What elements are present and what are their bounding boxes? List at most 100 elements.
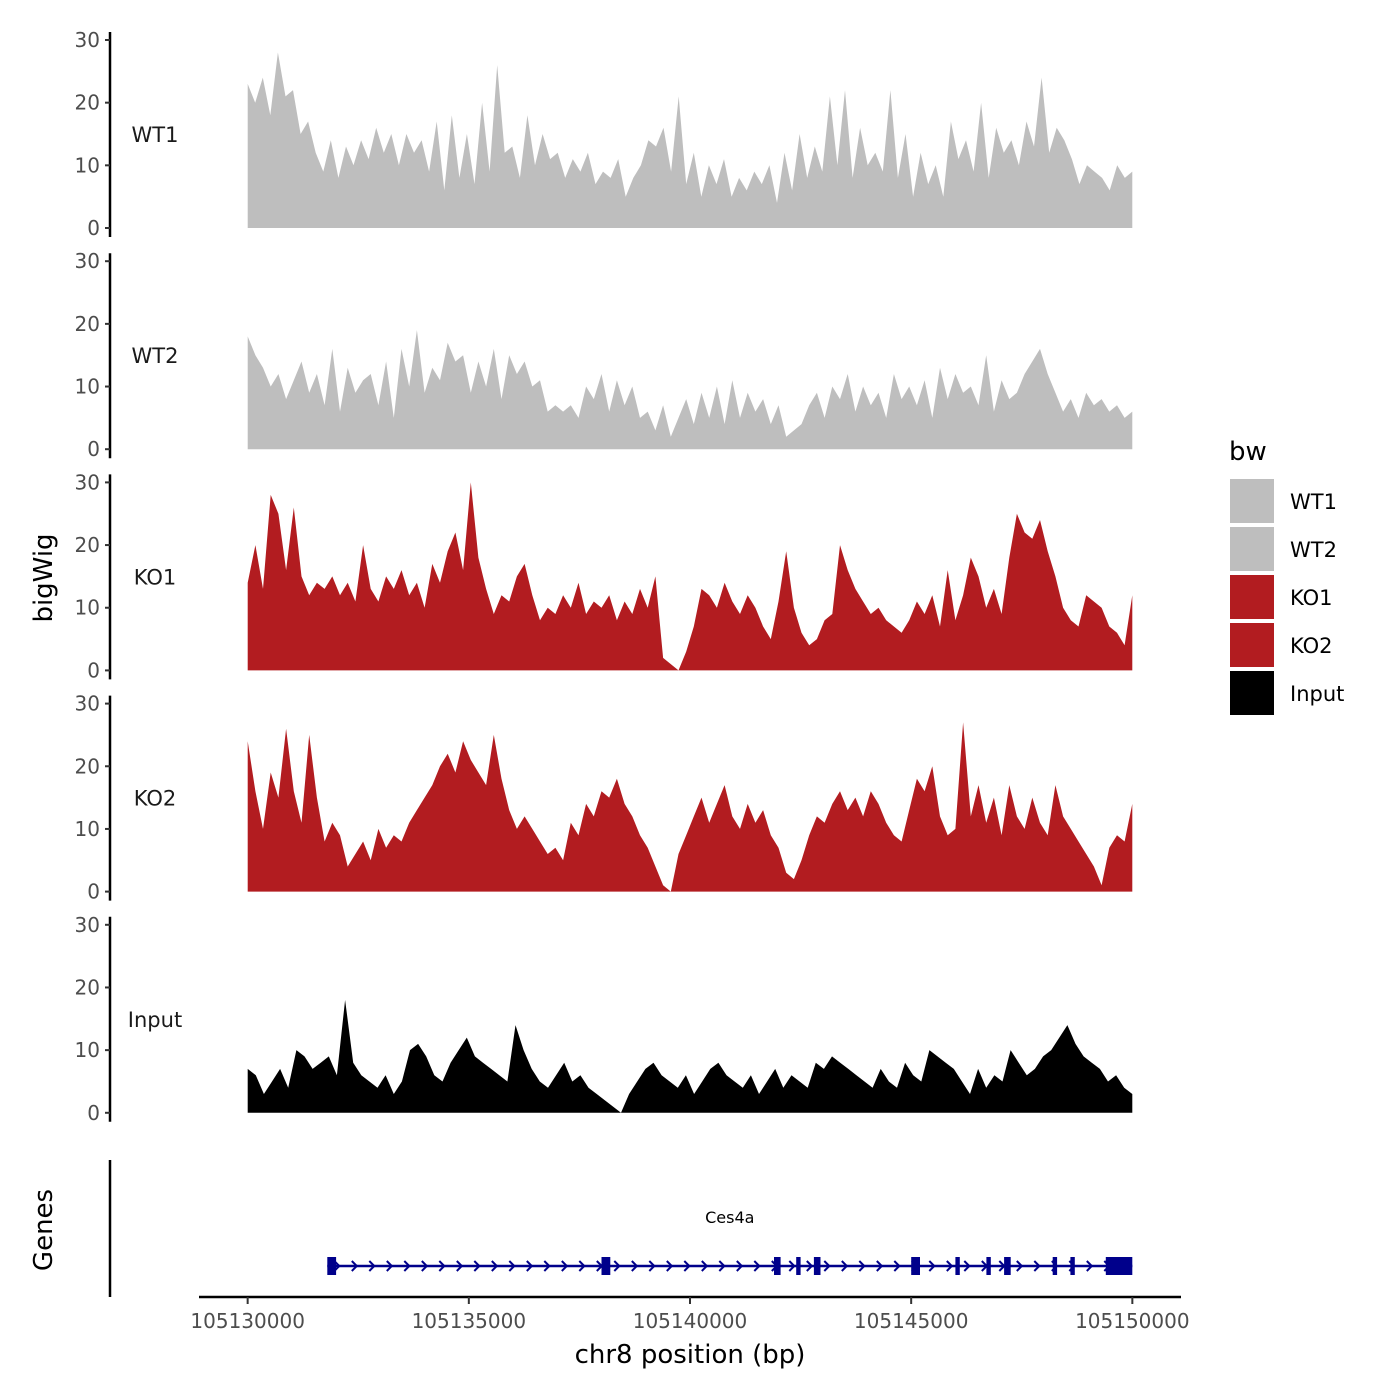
strand-arrow [788, 1260, 796, 1272]
area-wt1 [247, 52, 1133, 228]
strand-arrow [543, 1260, 551, 1272]
gene-track: Ces4a [108, 1160, 1133, 1297]
legend-key-ko1 [1230, 575, 1274, 619]
track-label-wt2: WT2 [132, 344, 179, 368]
strand-arrow [438, 1260, 446, 1272]
y-tick-label-ko2-10: 10 [75, 817, 100, 841]
track-ko2: 0 10 20 30 KO2 [75, 692, 1133, 904]
legend-key-ko2 [1230, 623, 1274, 667]
exon-2 [601, 1257, 611, 1275]
strand-arrow [1086, 1260, 1094, 1272]
strand-arrow [666, 1260, 674, 1272]
track-label-wt1: WT1 [132, 123, 179, 147]
genes-axis-title: Genes [29, 1189, 59, 1271]
strand-arrow [421, 1260, 429, 1272]
exon-5 [813, 1257, 821, 1275]
strand-arrow [473, 1260, 481, 1272]
y-tick-label-input-20: 20 [75, 975, 100, 999]
strand-arrow [893, 1260, 901, 1272]
strand-arrow [876, 1260, 884, 1272]
strand-arrow [1016, 1260, 1024, 1272]
y-axis-title: bigWig [29, 533, 59, 622]
y-tick-label-ko2-30: 30 [75, 692, 100, 716]
strand-arrow [823, 1260, 831, 1272]
area-wt2 [247, 330, 1133, 450]
strand-arrow [456, 1260, 464, 1272]
legend-key-input [1230, 671, 1274, 715]
y-tick-label-wt1-0: 0 [87, 216, 100, 240]
x-tick-label-105150000: 105150000 [1075, 1309, 1190, 1333]
area-ko2 [247, 722, 1133, 892]
strand-arrow [806, 1260, 814, 1272]
y-tick-label-ko2-20: 20 [75, 754, 100, 778]
strand-arrow [963, 1260, 971, 1272]
x-axis: 105130000 105135000 105140000 105145000 1051… [190, 1295, 1190, 1333]
strand-arrow [753, 1260, 761, 1272]
strand-arrow [946, 1260, 954, 1272]
legend-key-wt2 [1230, 527, 1274, 571]
exon-4 [796, 1257, 801, 1275]
exon-6 [911, 1257, 920, 1275]
y-tick-label-ko2-0: 0 [87, 880, 100, 904]
area-input [247, 1000, 1133, 1113]
legend-title: bw [1229, 437, 1267, 467]
y-tick-label-input-30: 30 [75, 913, 100, 937]
legend: bw WT1 WT2 KO1 KO2 Input [1229, 437, 1344, 715]
gene-ces4a: Ces4a [327, 1208, 1133, 1275]
strand-arrow [561, 1260, 569, 1272]
strand-arrow [1033, 1260, 1041, 1272]
track-label-ko2: KO2 [134, 787, 177, 811]
x-tick-label-105135000: 105135000 [412, 1309, 527, 1333]
legend-label-input: Input [1290, 682, 1344, 706]
legend-label-wt1: WT1 [1290, 490, 1337, 514]
strand-arrow [403, 1260, 411, 1272]
x-tick-label-105145000: 105145000 [854, 1309, 969, 1333]
x-tick-label-105140000: 105140000 [633, 1309, 748, 1333]
strand-arrow [526, 1260, 534, 1272]
legend-label-wt2: WT2 [1290, 538, 1337, 562]
track-input: 0 10 20 30 Input [75, 913, 1133, 1125]
y-tick-label-ko1-10: 10 [75, 596, 100, 620]
exon-1 [327, 1257, 337, 1275]
strand-arrow [386, 1260, 394, 1272]
y-tick-label-ko1-0: 0 [87, 658, 100, 682]
y-tick-label-wt1-10: 10 [75, 153, 100, 177]
strand-arrow [631, 1260, 639, 1272]
y-tick-label-wt1-20: 20 [75, 91, 100, 115]
y-tick-label-wt1-30: 30 [75, 28, 100, 52]
exon-8 [986, 1257, 991, 1275]
y-tick-label-wt2-10: 10 [75, 375, 100, 399]
gene-label-ces4a: Ces4a [705, 1208, 754, 1227]
exon-3 [774, 1257, 781, 1275]
y-tick-label-wt2-30: 30 [75, 249, 100, 273]
y-tick-label-input-0: 0 [87, 1101, 100, 1125]
y-tick-label-wt2-0: 0 [87, 437, 100, 461]
strand-arrow [841, 1260, 849, 1272]
exon-7 [955, 1257, 960, 1275]
track-wt1: 0 10 20 30 WT1 [75, 28, 1133, 240]
track-label-ko1: KO1 [134, 565, 177, 589]
strand-arrow [351, 1260, 359, 1272]
strand-arrow [718, 1260, 726, 1272]
y-tick-label-wt2-20: 20 [75, 312, 100, 336]
strand-arrow [928, 1260, 936, 1272]
strand-arrow [736, 1260, 744, 1272]
x-tick-label-105130000: 105130000 [190, 1309, 305, 1333]
exon-10 [1052, 1257, 1058, 1275]
exon-12 [1105, 1257, 1133, 1275]
strand-arrow [368, 1260, 376, 1272]
exon-11 [1070, 1257, 1075, 1275]
legend-key-wt1 [1230, 479, 1274, 523]
strand-arrow [578, 1260, 586, 1272]
track-label-input: Input [128, 1008, 182, 1032]
x-axis-title: chr8 position (bp) [575, 1340, 806, 1370]
y-tick-label-input-10: 10 [75, 1038, 100, 1062]
track-ko1: 0 10 20 30 KO1 [75, 470, 1133, 682]
y-tick-label-ko1-30: 30 [75, 470, 100, 494]
strand-arrow [508, 1260, 516, 1272]
y-tick-label-ko1-20: 20 [75, 533, 100, 557]
legend-label-ko2: KO2 [1290, 634, 1333, 658]
legend-label-ko1: KO1 [1290, 586, 1333, 610]
strand-arrow [648, 1260, 656, 1272]
